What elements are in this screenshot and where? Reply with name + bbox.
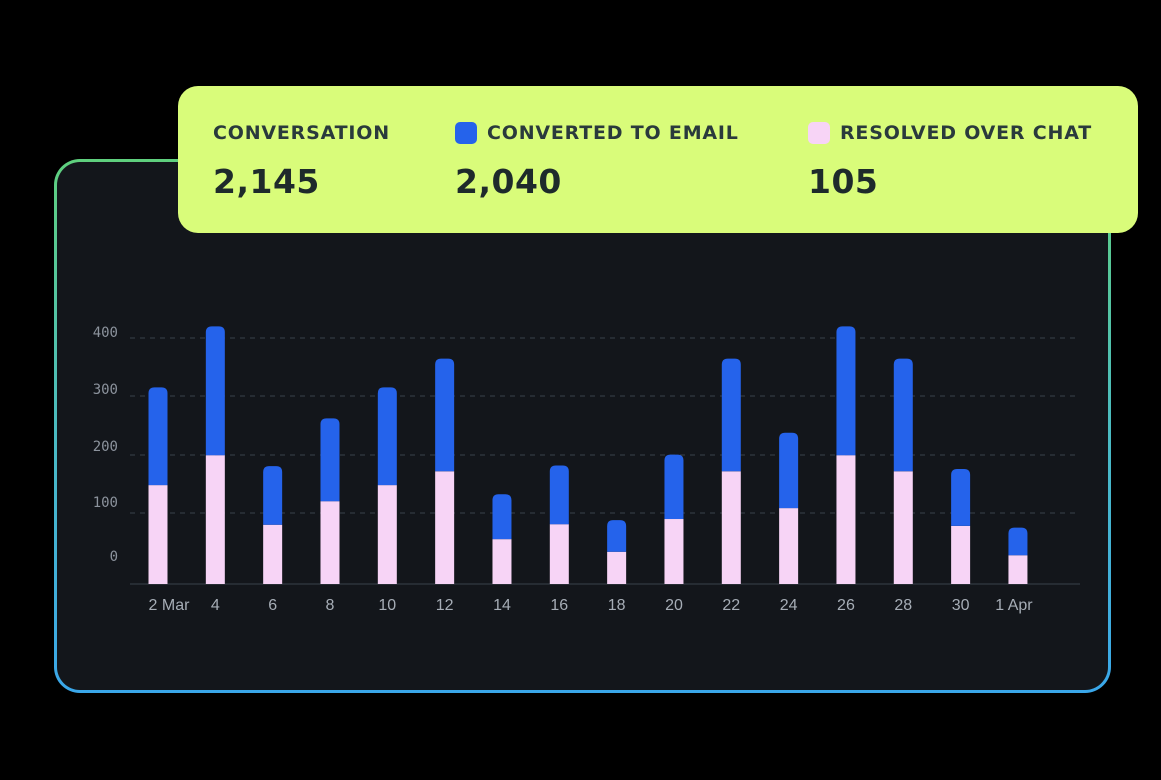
x-tick-label: 1 Apr bbox=[995, 597, 1033, 614]
x-tick-label: 20 bbox=[665, 597, 683, 614]
bar-converted bbox=[1008, 527, 1028, 556]
bar-converted bbox=[607, 520, 627, 552]
bar-converted bbox=[893, 358, 913, 472]
stat-resolved: RESOLVED OVER CHAT 105 bbox=[808, 120, 1092, 201]
x-tick-label: 14 bbox=[493, 597, 511, 614]
x-tick-label: 24 bbox=[780, 597, 798, 614]
x-tick-label: 6 bbox=[268, 597, 277, 614]
bar-converted bbox=[549, 465, 569, 525]
resolved-legend-swatch bbox=[808, 122, 830, 144]
y-tick-label: 400 bbox=[93, 325, 118, 341]
stat-converted-value: 2,040 bbox=[455, 162, 562, 201]
bar-resolved bbox=[263, 524, 283, 584]
bar-resolved bbox=[721, 471, 741, 584]
y-tick-label: 200 bbox=[93, 439, 118, 455]
x-tick-label: 2 Mar bbox=[149, 597, 191, 614]
y-tick-label: 300 bbox=[93, 382, 118, 398]
bar-converted bbox=[205, 326, 225, 456]
bar-converted bbox=[836, 326, 856, 456]
stat-conversation-label: CONVERSATION bbox=[213, 122, 390, 144]
bar-resolved bbox=[492, 539, 512, 584]
bar-converted bbox=[320, 418, 340, 502]
x-tick-label: 22 bbox=[722, 597, 740, 614]
bar-converted bbox=[492, 494, 512, 540]
bar-converted bbox=[721, 358, 741, 472]
bar-resolved bbox=[320, 501, 340, 584]
stat-conversation-value: 2,145 bbox=[213, 162, 320, 201]
bar-converted bbox=[435, 358, 455, 472]
bar-resolved bbox=[779, 508, 799, 584]
converted-legend-swatch bbox=[455, 122, 477, 144]
bar-resolved bbox=[893, 471, 913, 584]
x-tick-label: 16 bbox=[550, 597, 568, 614]
bar-resolved bbox=[951, 525, 971, 584]
y-tick-label: 0 bbox=[110, 549, 118, 565]
bar-converted bbox=[779, 432, 799, 509]
stat-resolved-label: RESOLVED OVER CHAT bbox=[840, 122, 1093, 144]
chart-card-body bbox=[57, 162, 1108, 690]
stat-resolved-value: 105 bbox=[808, 162, 879, 201]
bar-resolved bbox=[205, 455, 225, 584]
bar-resolved bbox=[549, 524, 569, 584]
stat-converted-label: CONVERTED TO EMAIL bbox=[487, 122, 739, 144]
bar-resolved bbox=[664, 519, 684, 584]
bar-converted bbox=[951, 469, 971, 526]
x-tick-label: 12 bbox=[436, 597, 454, 614]
bar-resolved bbox=[607, 551, 627, 584]
x-tick-label: 26 bbox=[837, 597, 855, 614]
x-tick-label: 18 bbox=[608, 597, 626, 614]
y-tick-label: 100 bbox=[93, 495, 118, 511]
bar-resolved bbox=[148, 485, 168, 584]
x-tick-label: 10 bbox=[378, 597, 396, 614]
chart-card bbox=[54, 159, 1111, 693]
stats-banner: CONVERSATION 2,145 CONVERTED TO EMAIL 2,… bbox=[178, 86, 1138, 233]
bar-resolved bbox=[435, 471, 455, 584]
stat-conversation: CONVERSATION 2,145 bbox=[213, 120, 390, 201]
x-tick-label: 4 bbox=[211, 597, 220, 614]
bar-resolved bbox=[836, 455, 856, 584]
bar-converted bbox=[263, 466, 283, 525]
bar-converted bbox=[664, 454, 684, 520]
bar-resolved bbox=[1008, 555, 1028, 584]
x-tick-label: 8 bbox=[326, 597, 335, 614]
stat-converted: CONVERTED TO EMAIL 2,040 bbox=[455, 120, 739, 201]
x-tick-label: 30 bbox=[952, 597, 970, 614]
x-tick-label: 28 bbox=[894, 597, 912, 614]
bar-converted bbox=[148, 387, 168, 486]
bar-converted bbox=[377, 387, 397, 486]
bar-resolved bbox=[377, 485, 397, 584]
